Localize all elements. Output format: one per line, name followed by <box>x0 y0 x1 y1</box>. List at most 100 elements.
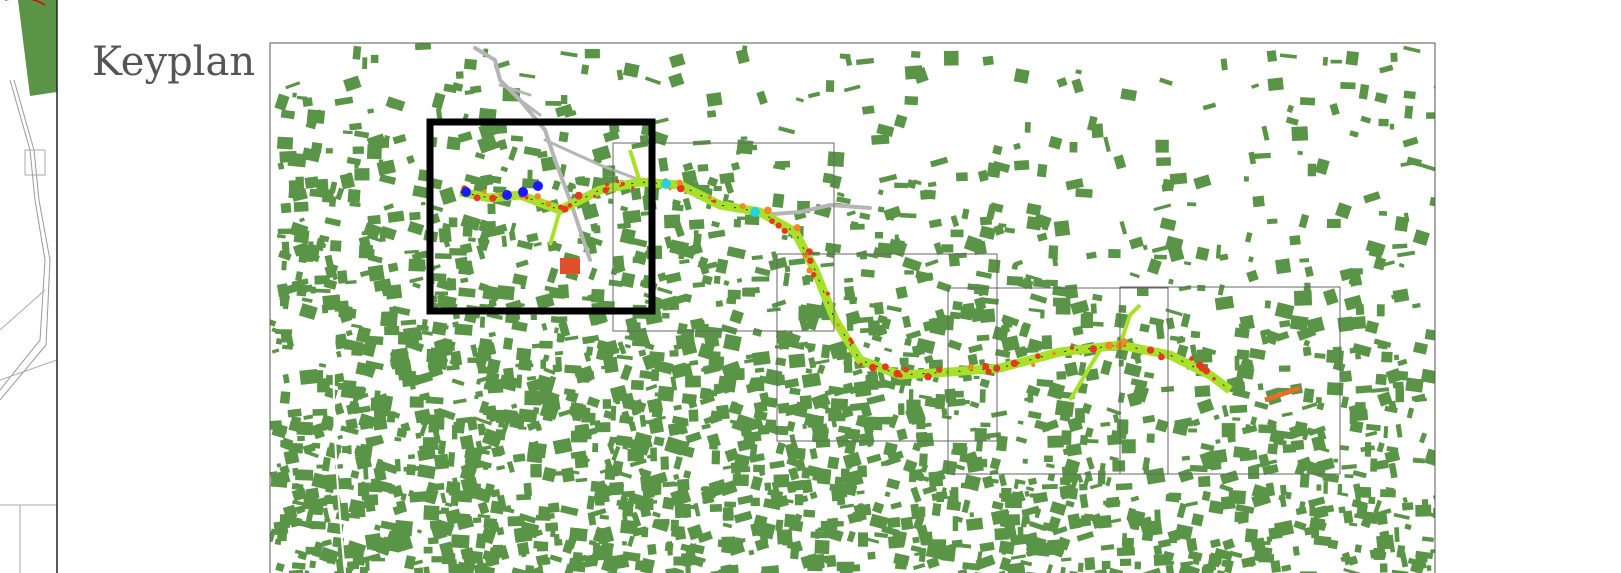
vegetation-patch <box>918 453 928 467</box>
vegetation-patch <box>510 403 518 410</box>
vegetation-patch <box>1056 371 1067 380</box>
vegetation-patch <box>630 379 644 391</box>
vegetation-patch <box>329 240 342 252</box>
vegetation-patch <box>836 351 853 361</box>
vegetation-patch <box>270 471 279 487</box>
vegetation-patch <box>1383 426 1389 439</box>
vegetation-patch <box>355 326 371 344</box>
vegetation-patch <box>1377 391 1393 407</box>
vegetation-patch <box>677 444 695 458</box>
vegetation-patch <box>277 162 285 170</box>
vegetation-patch <box>592 442 599 453</box>
vegetation-patch <box>912 562 926 571</box>
vegetation-patch <box>1434 439 1435 455</box>
vegetation-patch <box>584 48 600 59</box>
vegetation-patch <box>1164 560 1175 566</box>
vegetation-patch <box>291 487 308 502</box>
vegetation-patch <box>1123 362 1142 378</box>
vegetation-patch <box>1371 387 1390 393</box>
vegetation-patch <box>475 447 491 456</box>
vegetation-patch <box>351 386 365 393</box>
vegetation-patch <box>1020 559 1033 567</box>
vegetation-patch <box>820 344 831 359</box>
vegetation-patch <box>400 422 411 433</box>
vegetation-patch <box>1355 304 1365 316</box>
vegetation-patch <box>476 380 481 385</box>
vegetation-patch <box>1341 464 1357 470</box>
vegetation-patch <box>620 272 636 289</box>
vegetation-patch <box>1220 58 1228 71</box>
vegetation-patch <box>954 464 966 471</box>
vegetation-patch <box>1406 156 1422 167</box>
vegetation-patch <box>624 343 631 349</box>
vegetation-patch <box>379 461 399 475</box>
vegetation-patch <box>719 172 735 185</box>
vegetation-patch <box>638 467 645 476</box>
vegetation-patch <box>1036 378 1054 388</box>
vegetation-patch <box>1267 443 1279 455</box>
vegetation-patch <box>454 323 473 336</box>
vegetation-patch <box>1326 218 1341 229</box>
vegetation-patch <box>430 347 444 355</box>
route-feature <box>668 187 672 191</box>
vegetation-patch <box>456 515 475 531</box>
vegetation-patch <box>1075 188 1093 198</box>
vegetation-patch <box>1120 88 1137 102</box>
vegetation-patch <box>795 97 805 103</box>
vegetation-patch <box>520 284 526 290</box>
vegetation-patch <box>1201 346 1217 356</box>
vegetation-patch <box>555 356 562 372</box>
vegetation-patch <box>526 451 543 464</box>
vegetation-patch <box>310 520 326 530</box>
vegetation-patch <box>1303 388 1315 403</box>
vegetation-patch <box>1391 370 1409 381</box>
vegetation-patch <box>1128 236 1144 250</box>
vegetation-patch <box>789 387 801 396</box>
vegetation-patch <box>290 416 302 425</box>
vegetation-patch <box>1119 220 1128 235</box>
vegetation-patch <box>508 146 518 161</box>
vegetation-patch <box>475 533 487 549</box>
route-feature <box>498 193 503 197</box>
vegetation-patch <box>1190 330 1201 339</box>
vegetation-patch <box>1084 427 1094 438</box>
vegetation-patch <box>1219 470 1239 485</box>
vegetation-patch <box>385 96 406 112</box>
vegetation-patch <box>1360 518 1372 529</box>
vegetation-patch <box>315 178 329 193</box>
vegetation-patch <box>639 414 647 427</box>
vegetation-patch <box>362 57 368 69</box>
vegetation-patch <box>1254 152 1271 159</box>
vegetation-patch <box>418 444 427 452</box>
vegetation-patch <box>1333 458 1339 463</box>
vegetation-patch <box>1121 439 1136 454</box>
vegetation-patch <box>689 359 699 366</box>
vegetation-patch <box>1266 218 1278 225</box>
vegetation-patch <box>653 436 665 447</box>
vegetation-patch <box>757 521 776 540</box>
vegetation-patch <box>644 76 662 86</box>
vegetation-patch <box>1047 435 1064 448</box>
vegetation-patch <box>457 131 473 143</box>
vegetation-patch <box>515 363 534 368</box>
vegetation-patch <box>1052 526 1068 536</box>
vegetation-patch <box>687 524 704 541</box>
vegetation-patch <box>523 146 542 157</box>
vegetation-patch <box>979 216 993 226</box>
vegetation-patch <box>1118 359 1124 367</box>
vegetation-patch <box>1405 377 1424 393</box>
vegetation-patch <box>805 368 813 374</box>
vegetation-patch <box>894 559 908 570</box>
vegetation-patch <box>589 552 600 567</box>
vegetation-patch <box>969 400 980 409</box>
vegetation-patch <box>1153 544 1163 556</box>
vegetation-patch <box>665 272 682 284</box>
vegetation-patch <box>1006 275 1024 286</box>
vegetation-patch <box>1392 288 1410 303</box>
vegetation-patch <box>505 312 520 324</box>
sheet-extents <box>612 142 1341 475</box>
vegetation-patch <box>671 204 684 212</box>
vegetation-patch <box>628 421 637 432</box>
vegetation-patch <box>657 272 667 282</box>
vegetation-patch <box>1339 267 1355 282</box>
